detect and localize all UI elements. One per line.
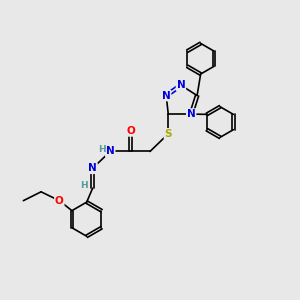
Text: O: O [55, 196, 64, 206]
Text: H: H [80, 182, 88, 190]
Text: N: N [88, 163, 97, 173]
Text: N: N [162, 91, 171, 100]
Text: S: S [164, 129, 172, 139]
Text: H: H [98, 145, 106, 154]
Text: O: O [127, 126, 135, 136]
Text: N: N [187, 109, 196, 119]
Text: N: N [106, 146, 115, 157]
Text: N: N [176, 80, 185, 90]
